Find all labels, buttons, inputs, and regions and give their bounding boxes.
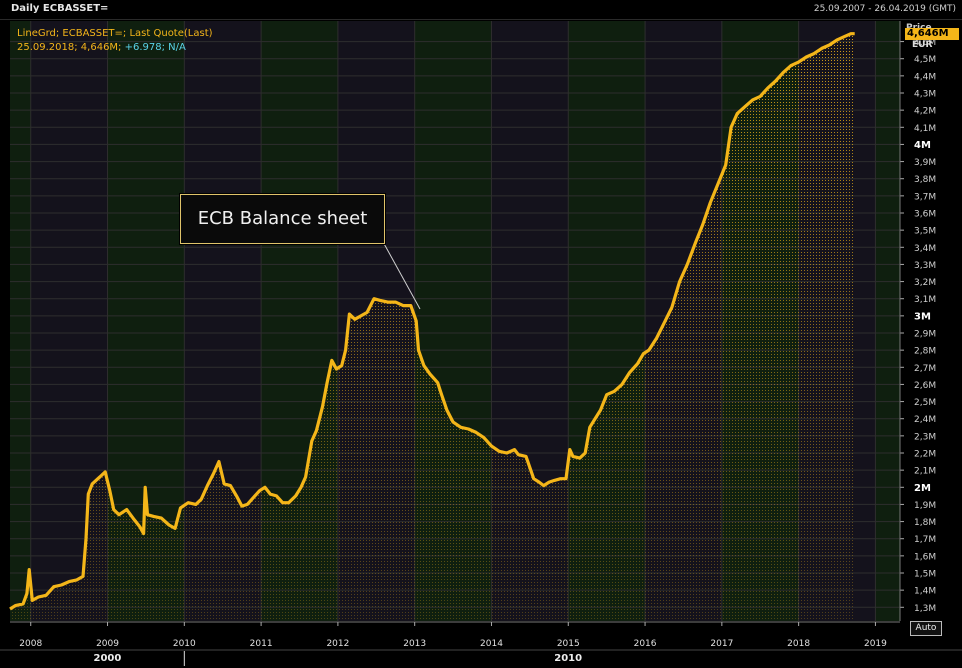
x-tick-label: 2008 [19,639,42,649]
window-titlebar: Daily ECBASSET= 25.09.2007 - 26.04.2019 … [0,0,962,20]
x-tick-label: 2015 [557,639,580,649]
y-tick-label: 4,1M [914,124,936,134]
unit-label: EUR [912,40,933,50]
y-tick-label: 2,8M [914,347,936,357]
legend-series: LineGrd; ECBASSET=; Last Quote(Last) [17,28,213,39]
x-axis-background [0,621,962,668]
y-tick-label: 3,7M [914,192,936,202]
y-tick-label: 2,6M [914,381,936,391]
window-title: Daily ECBASSET= [11,3,109,14]
y-tick-label: 2,5M [914,398,936,408]
series-line [9,32,855,611]
y-tick-label: 3,9M [914,158,936,168]
x-axis: 2008 2009 2010 2011 2012 2013 2014 2015 2016 2017… [0,621,962,668]
y-tick-label: 3,1M [914,295,936,305]
y-tick-label: 2,7M [914,364,936,374]
y-tick-label: 4,3M [914,90,936,100]
date-range: 25.09.2007 - 26.04.2019 (GMT) [813,4,956,14]
y-tick-label: 4,4M [914,72,936,82]
year-band [10,21,31,621]
y-tick-label: 3,4M [914,244,936,254]
y-tick-label: 3,8M [914,175,936,185]
x-tick-label: 2013 [403,639,426,649]
x-tick-label: 2014 [480,639,503,649]
y-tick-label: 1,7M [914,535,936,545]
x-tick-label: 2019 [864,639,887,649]
x-tick-label: 2009 [96,639,119,649]
y-tick-label: 2,1M [914,467,936,477]
y-tick-label: 1,6M [914,552,936,562]
legend-last-value: 25.09.2018; 4,646M; +6.978; N/A [17,42,186,53]
era-label: 2000 [93,653,122,664]
x-tick-label: 2012 [326,639,349,649]
y-axis-background [900,21,962,623]
year-band [875,21,900,621]
x-tick-label: 2011 [250,639,273,649]
y-tick-label: 4,6M [914,38,936,48]
y-tick-label: 1,4M [914,587,936,597]
y-tick-label: 2,4M [914,415,936,425]
y-tick-label: 4,5M [914,55,936,65]
legend-last-date-value: 25.09.2018; 4,646M; [17,42,122,53]
y-tick-label: 3,2M [914,278,936,288]
y-tick-label: 3,3M [914,261,936,271]
y-tick-label: 3,5M [914,227,936,237]
annotation-leader [381,239,421,310]
y-tick-label: 2,2M [914,450,936,460]
y-tick-label: 1,9M [914,501,936,511]
x-tick-label: 2018 [787,639,810,649]
y-tick-label: 1,3M [914,604,936,614]
y-tick-label: 4M [914,140,931,151]
annotation-box[interactable]: ECB Balance sheet [180,194,385,244]
last-value-badge: 4,646M [905,28,959,40]
x-tick-label: 2017 [710,639,733,649]
era-label: 2010 [554,653,583,664]
y-axis: 1,3M 1,4M 1,5M 1,6M 1,7M 1,8M 1,9M 2M 2,1M 2,2M 2,… [899,21,962,623]
y-tick-label: 2,9M [914,330,936,340]
y-tick-label: 2M [914,483,931,494]
x-tick-label: 2010 [173,639,196,649]
x-tick-label: 2016 [634,639,657,649]
chart-canvas[interactable]: 1,3M 1,4M 1,5M 1,6M 1,7M 1,8M 1,9M 2M 2,1M 2,2M 2,… [0,20,962,668]
y-tick-label: 4,2M [914,107,936,117]
y-tick-label: 2,3M [914,432,936,442]
y-tick-label: 3M [914,311,931,322]
y-tick-label: 1,8M [914,518,936,528]
auto-scale-button[interactable]: Auto [910,621,942,636]
y-tick-label: 3,6M [914,210,936,220]
y-tick-label: 1,5M [914,570,936,580]
legend-change: +6.978; N/A [124,42,186,53]
